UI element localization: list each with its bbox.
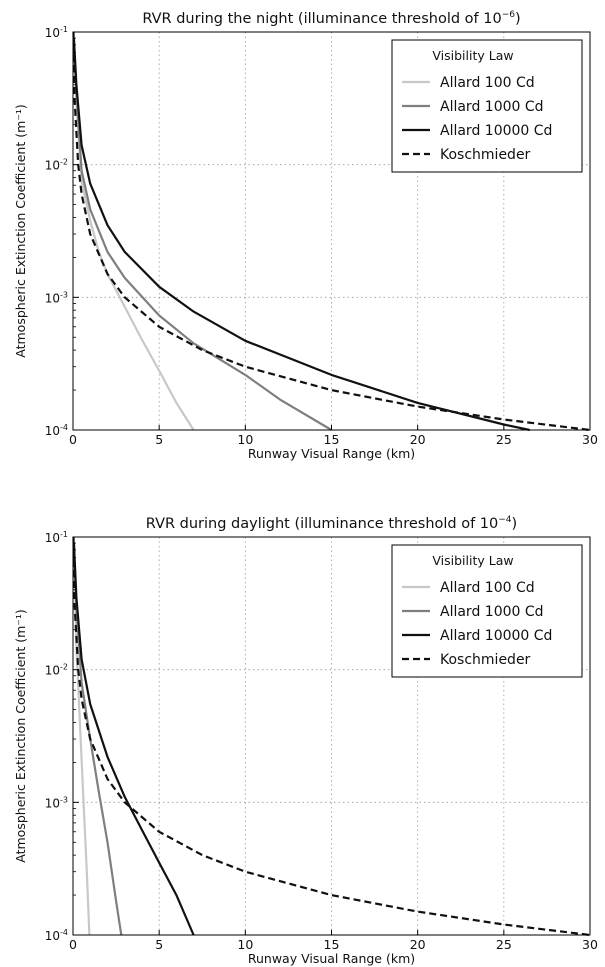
x-tick-label: 20 xyxy=(410,937,426,952)
legend-title: Visibility Law xyxy=(432,48,513,63)
y-tick-label: 10-4 xyxy=(45,423,68,438)
y-axis-label: Atmospheric Extinction Coefficient (m⁻¹) xyxy=(13,104,28,357)
x-axis-label: Runway Visual Range (km) xyxy=(248,446,415,461)
x-tick-label: 30 xyxy=(582,432,598,447)
chart-day: RVR during daylight (illuminance thresho… xyxy=(13,515,598,966)
legend-label: Allard 10000 Cd xyxy=(440,628,552,644)
y-axis-label: Atmospheric Extinction Coefficient (m⁻¹) xyxy=(13,609,28,862)
legend-label: Allard 1000 Cd xyxy=(440,604,544,620)
x-tick-label: 30 xyxy=(582,937,598,952)
legend-label: Koschmieder xyxy=(440,652,531,668)
chart-title: RVR during the night (illuminance thresh… xyxy=(142,10,520,27)
legend-title: Visibility Law xyxy=(432,553,513,568)
legend-label: Koschmieder xyxy=(440,147,531,163)
y-tick-label: 10-1 xyxy=(45,25,68,40)
x-tick-label: 20 xyxy=(410,432,426,447)
legend-label: Allard 1000 Cd xyxy=(440,99,544,115)
y-tick-label: 10-3 xyxy=(45,795,68,810)
x-tick-label: 25 xyxy=(496,432,512,447)
x-tick-label: 10 xyxy=(237,432,253,447)
x-tick-label: 0 xyxy=(69,937,77,952)
legend-label: Allard 100 Cd xyxy=(440,75,535,91)
x-axis-label: Runway Visual Range (km) xyxy=(248,951,415,966)
y-tick-label: 10-2 xyxy=(45,663,68,678)
series-line-allard-100-cd xyxy=(72,44,195,431)
chart-title: RVR during daylight (illuminance thresho… xyxy=(146,515,517,532)
legend-label: Allard 100 Cd xyxy=(440,580,535,596)
x-tick-label: 15 xyxy=(324,937,340,952)
y-tick-label: 10-1 xyxy=(45,530,68,545)
x-tick-label: 25 xyxy=(496,937,512,952)
x-tick-label: 5 xyxy=(155,432,163,447)
legend-label: Allard 10000 Cd xyxy=(440,123,552,139)
series-line-allard-10000-cd xyxy=(72,38,530,432)
series-line-allard-1000-cd xyxy=(72,44,333,431)
chart-night: RVR during the night (illuminance thresh… xyxy=(13,10,598,461)
x-tick-label: 0 xyxy=(69,432,77,447)
x-tick-label: 15 xyxy=(324,432,340,447)
x-tick-label: 5 xyxy=(155,937,163,952)
y-tick-label: 10-3 xyxy=(45,290,68,305)
series-line-koschmieder xyxy=(72,536,591,937)
x-tick-label: 10 xyxy=(237,937,253,952)
series-line-koschmieder xyxy=(72,31,591,432)
series-line-allard-10000-cd xyxy=(72,543,195,936)
y-tick-label: 10-4 xyxy=(45,928,68,943)
y-tick-label: 10-2 xyxy=(45,158,68,173)
